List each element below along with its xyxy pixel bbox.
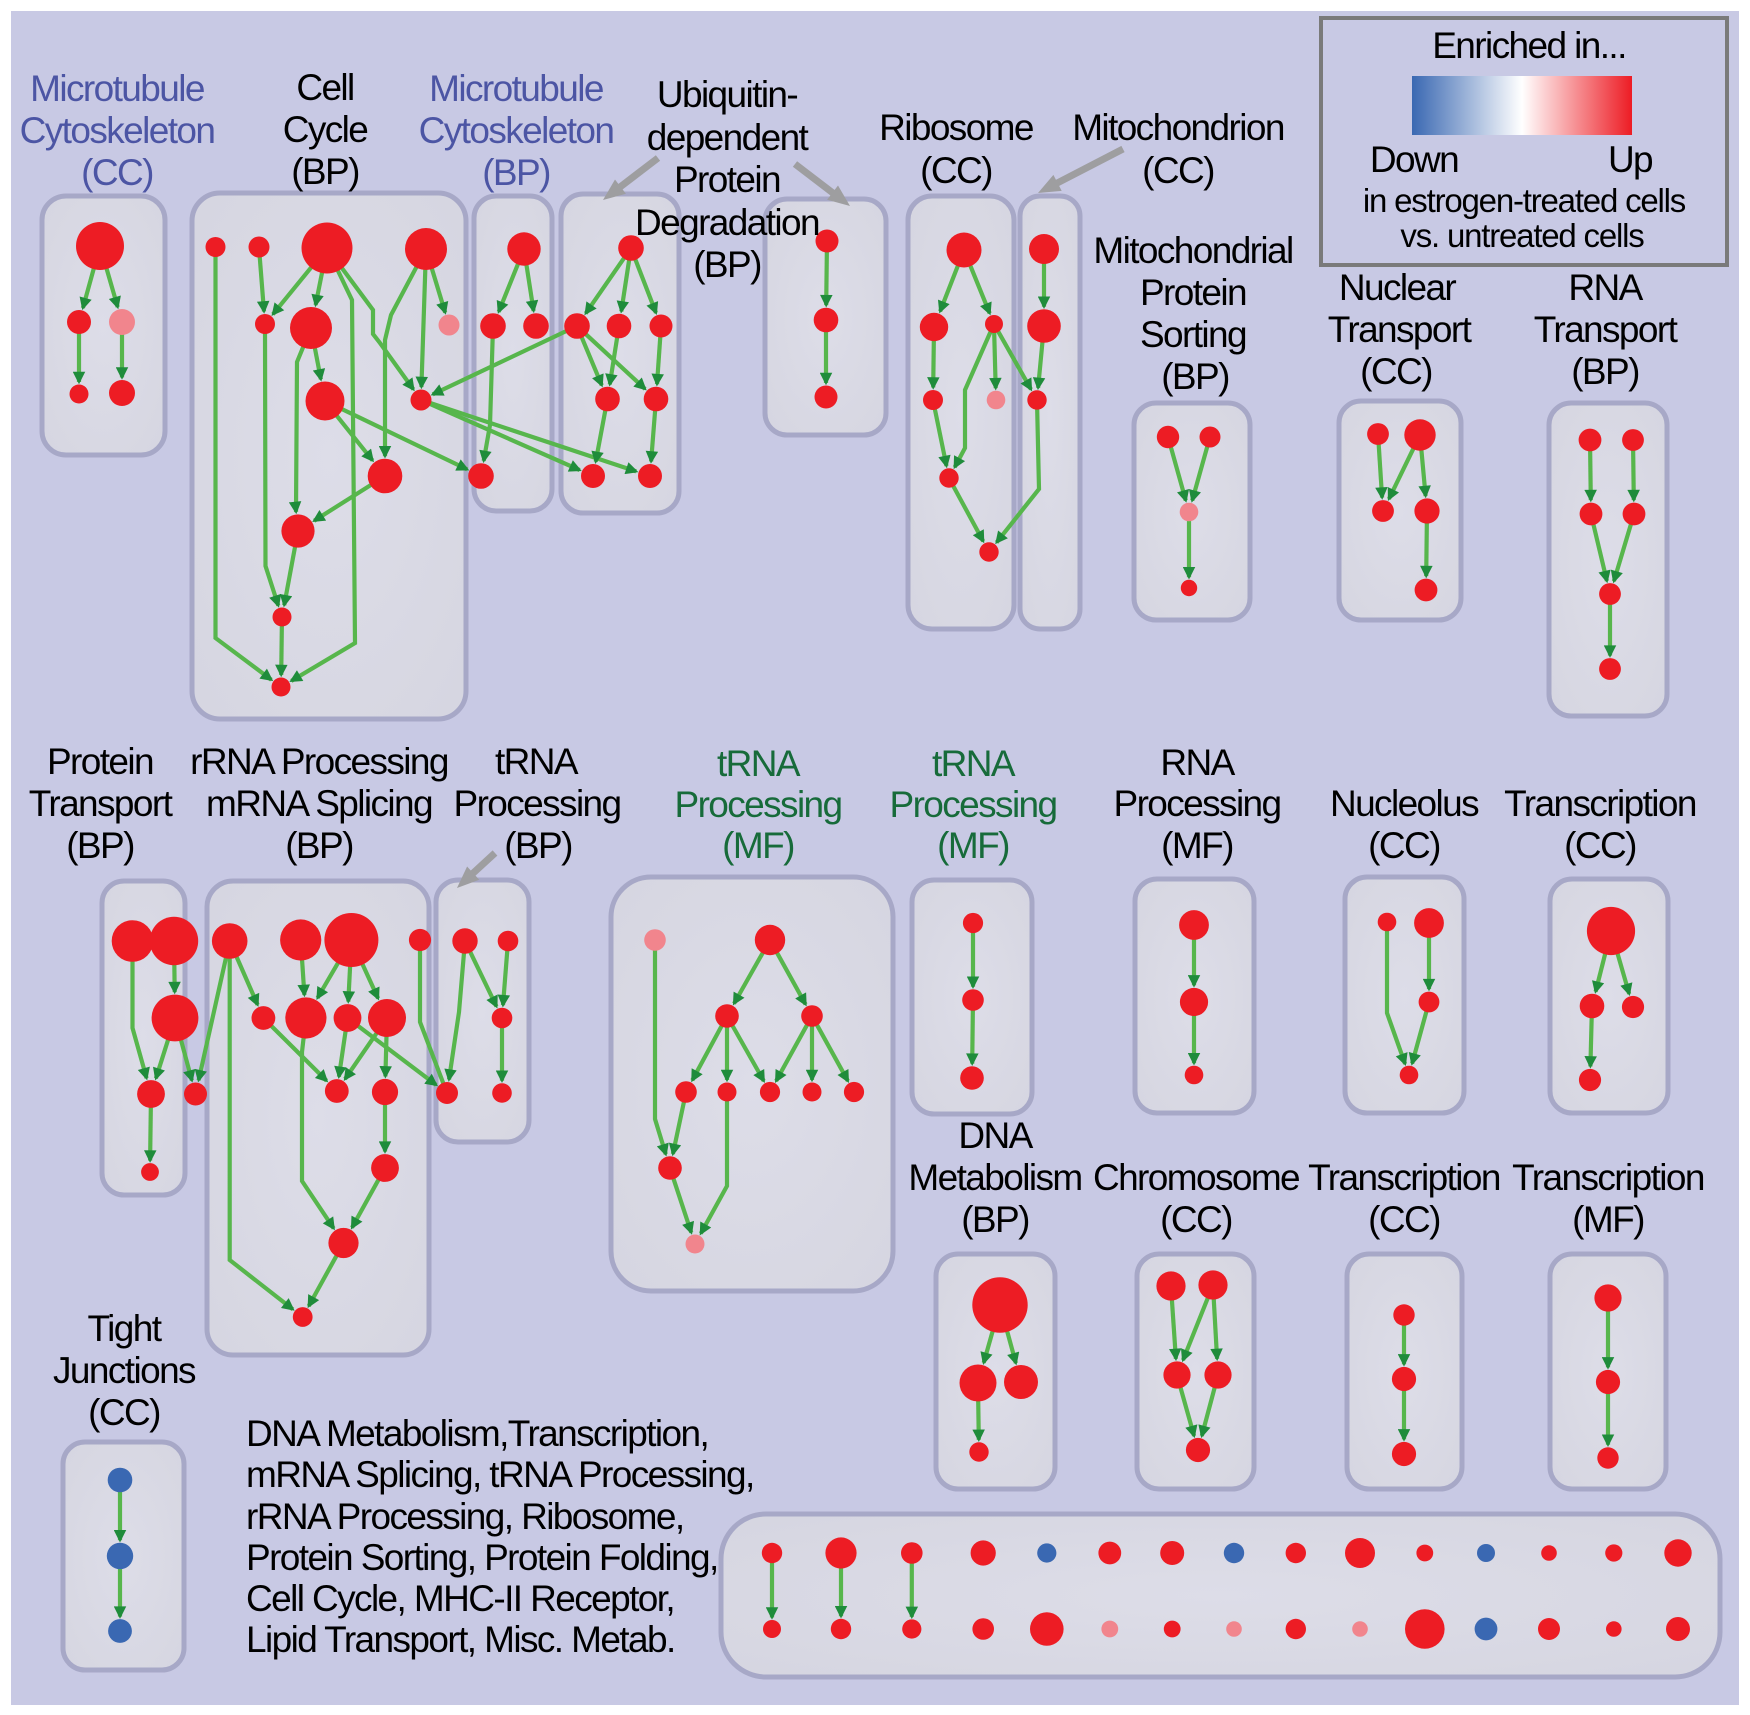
svg-text:(BP): (BP) <box>482 152 550 193</box>
svg-text:Transport: Transport <box>1534 309 1679 350</box>
svg-text:Protein: Protein <box>674 159 780 200</box>
svg-text:(BP): (BP) <box>504 825 572 866</box>
svg-text:(CC): (CC) <box>920 150 992 191</box>
svg-text:(CC): (CC) <box>1564 825 1636 866</box>
svg-text:(BP): (BP) <box>693 244 761 285</box>
svg-text:(CC): (CC) <box>1160 1199 1232 1240</box>
svg-text:Protein Sorting, Protein Foldi: Protein Sorting, Protein Folding, <box>246 1537 718 1578</box>
svg-text:rRNA Processing, Ribosome,: rRNA Processing, Ribosome, <box>246 1496 684 1537</box>
svg-text:rRNA Processing: rRNA Processing <box>190 741 448 782</box>
svg-text:(CC): (CC) <box>1368 1199 1440 1240</box>
svg-text:Transcription: Transcription <box>1308 1157 1500 1198</box>
svg-text:Chromosome: Chromosome <box>1093 1157 1299 1198</box>
svg-text:Cytoskeleton: Cytoskeleton <box>419 110 614 151</box>
svg-text:Transport: Transport <box>29 783 174 824</box>
svg-text:Enriched in...: Enriched in... <box>1432 25 1626 66</box>
svg-text:(MF): (MF) <box>1161 825 1233 866</box>
svg-text:Ribosome: Ribosome <box>879 107 1033 148</box>
svg-text:(BP): (BP) <box>961 1199 1029 1240</box>
svg-text:Ubiquitin-: Ubiquitin- <box>657 74 798 115</box>
svg-text:(BP): (BP) <box>1161 356 1229 397</box>
svg-text:(MF): (MF) <box>722 825 794 866</box>
svg-text:Cell Cycle, MHC-II Receptor,: Cell Cycle, MHC-II Receptor, <box>246 1578 674 1619</box>
svg-text:vs. untreated cells: vs. untreated cells <box>1400 217 1644 254</box>
svg-text:Processing: Processing <box>889 784 1056 825</box>
svg-text:Processing: Processing <box>674 784 841 825</box>
svg-text:Lipid Transport, Misc. Metab.: Lipid Transport, Misc. Metab. <box>246 1619 675 1660</box>
svg-text:Processing: Processing <box>1113 783 1280 824</box>
svg-text:Transport: Transport <box>1328 309 1473 350</box>
svg-text:Down: Down <box>1370 139 1458 180</box>
svg-text:Transcription: Transcription <box>1512 1157 1704 1198</box>
svg-text:(BP): (BP) <box>66 825 134 866</box>
svg-text:Metabolism: Metabolism <box>908 1157 1081 1198</box>
svg-text:tRNA: tRNA <box>717 743 801 784</box>
svg-text:Transcription: Transcription <box>1504 783 1696 824</box>
svg-text:(CC): (CC) <box>1368 825 1440 866</box>
svg-text:Nuclear: Nuclear <box>1339 267 1457 308</box>
svg-text:(CC): (CC) <box>81 152 153 193</box>
svg-text:Up: Up <box>1608 139 1653 180</box>
svg-text:Microtubule: Microtubule <box>30 68 204 109</box>
svg-text:(MF): (MF) <box>1572 1199 1644 1240</box>
svg-text:dependent: dependent <box>647 117 810 158</box>
svg-text:Protein: Protein <box>1140 272 1246 313</box>
svg-text:Tight: Tight <box>88 1308 163 1349</box>
svg-text:(BP): (BP) <box>285 825 353 866</box>
svg-text:Junctions: Junctions <box>53 1350 196 1391</box>
svg-text:DNA Metabolism,Transcription,: DNA Metabolism,Transcription, <box>246 1413 708 1454</box>
svg-text:(CC): (CC) <box>1360 351 1432 392</box>
svg-text:Protein: Protein <box>47 741 153 782</box>
svg-text:Sorting: Sorting <box>1140 314 1246 355</box>
svg-text:tRNA: tRNA <box>932 743 1016 784</box>
svg-text:mRNA Splicing: mRNA Splicing <box>206 783 432 824</box>
svg-text:(BP): (BP) <box>1571 351 1639 392</box>
svg-text:Mitochondrion: Mitochondrion <box>1072 107 1284 148</box>
svg-text:Microtubule: Microtubule <box>429 68 603 109</box>
svg-text:tRNA: tRNA <box>495 741 579 782</box>
svg-text:Cell: Cell <box>296 67 353 108</box>
svg-text:Processing: Processing <box>453 783 620 824</box>
svg-text:(MF): (MF) <box>937 825 1009 866</box>
svg-text:RNA: RNA <box>1160 742 1235 783</box>
svg-text:Nucleolus: Nucleolus <box>1330 783 1479 824</box>
svg-text:(CC): (CC) <box>1142 150 1214 191</box>
svg-text:Cytoskeleton: Cytoskeleton <box>20 110 215 151</box>
svg-text:RNA: RNA <box>1568 267 1643 308</box>
svg-text:Cycle: Cycle <box>283 109 368 150</box>
svg-text:(BP): (BP) <box>291 151 359 192</box>
svg-text:Mitochondrial: Mitochondrial <box>1093 230 1292 271</box>
svg-text:in estrogen-treated cells: in estrogen-treated cells <box>1363 182 1686 219</box>
svg-text:mRNA Splicing, tRNA Processing: mRNA Splicing, tRNA Processing, <box>246 1454 754 1495</box>
svg-text:(CC): (CC) <box>88 1392 160 1433</box>
svg-text:DNA: DNA <box>958 1115 1033 1156</box>
svg-text:Degradation: Degradation <box>635 202 819 243</box>
